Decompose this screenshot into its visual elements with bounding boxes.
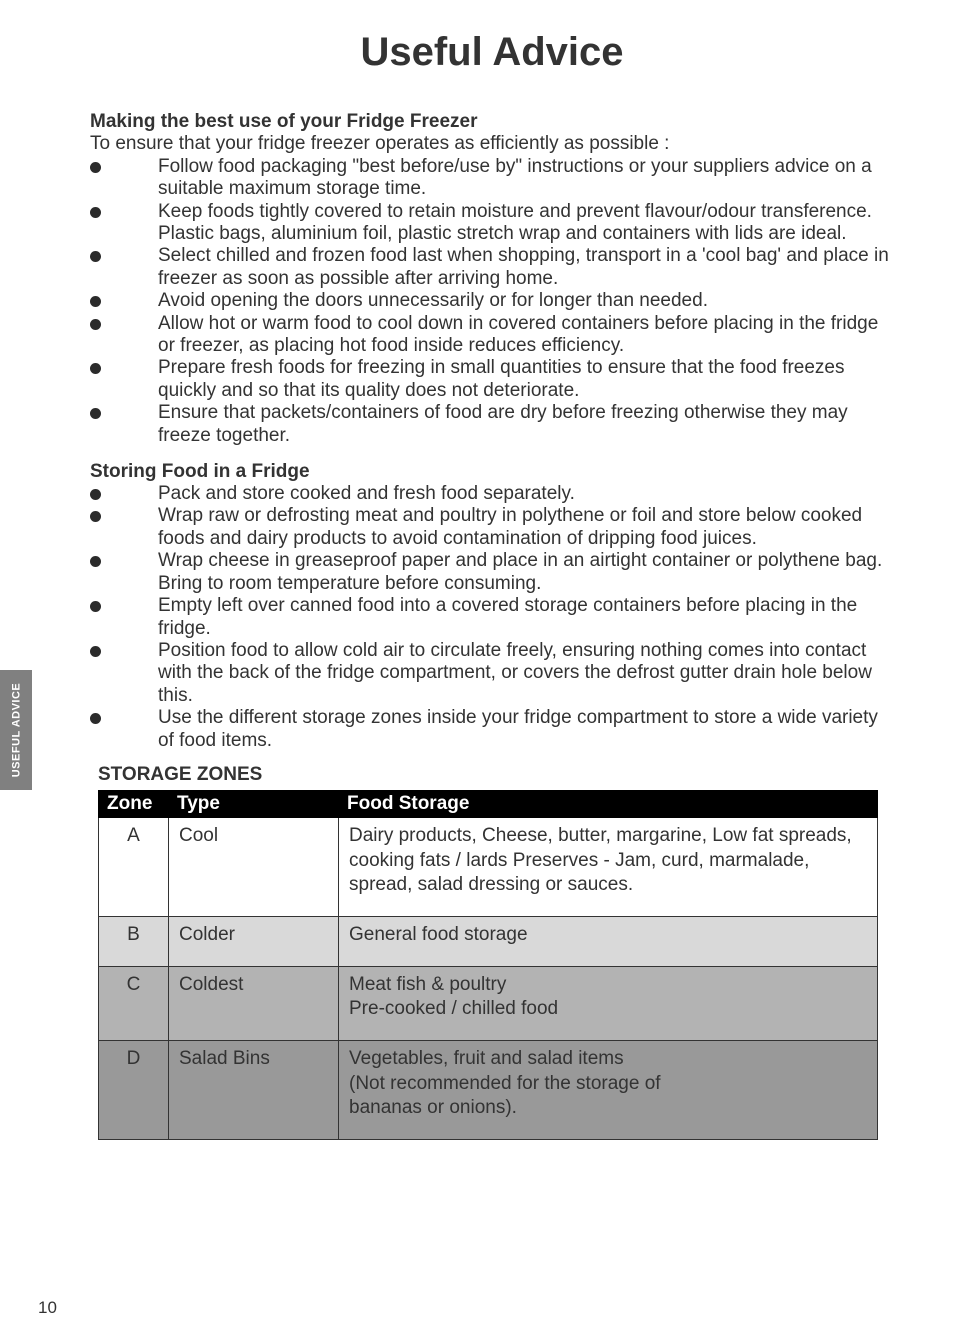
storage-zones-table: Zone Type Food Storage ACoolDairy produc… <box>98 790 878 1140</box>
col-storage: Food Storage <box>339 790 878 817</box>
cell-storage: General food storage <box>339 917 878 967</box>
list-item: Allow hot or warm food to cool down in c… <box>90 313 894 358</box>
list-item: Empty left over canned food into a cover… <box>90 595 894 640</box>
table-row: ACoolDairy products, Cheese, butter, mar… <box>99 817 878 916</box>
list-item: Position food to allow cold air to circu… <box>90 640 894 707</box>
cell-type: Colder <box>169 917 339 967</box>
table-row: DSalad BinsVegetables, fruit and salad i… <box>99 1041 878 1140</box>
cell-zone: D <box>99 1041 169 1140</box>
table-header-row: Zone Type Food Storage <box>99 790 878 817</box>
list-item: Keep foods tightly covered to retain moi… <box>90 201 894 246</box>
page-number: 10 <box>38 1298 57 1318</box>
section2-bullets: Pack and store cooked and fresh food sep… <box>90 483 894 752</box>
side-tab-label: USEFUL ADVICE <box>10 683 22 778</box>
section2-heading: Storing Food in a Fridge <box>90 461 894 483</box>
cell-type: Coldest <box>169 966 339 1040</box>
list-item-sub: Bring to room temperature before consumi… <box>158 573 894 595</box>
cell-storage: Meat fish & poultryPre-cooked / chilled … <box>339 966 878 1040</box>
section1-heading: Making the best use of your Fridge Freez… <box>90 111 894 133</box>
list-item: Follow food packaging "best before/use b… <box>90 156 894 201</box>
list-item: Use the different storage zones inside y… <box>90 707 894 752</box>
list-item: Ensure that packets/containers of food a… <box>90 402 894 447</box>
cell-zone: B <box>99 917 169 967</box>
table-row: BColderGeneral food storage <box>99 917 878 967</box>
list-item: Pack and store cooked and fresh food sep… <box>90 483 894 505</box>
cell-zone: C <box>99 966 169 1040</box>
list-item: Prepare fresh foods for freezing in smal… <box>90 357 894 402</box>
cell-storage: Vegetables, fruit and salad items (Not r… <box>339 1041 878 1140</box>
page: USEFUL ADVICE Useful Advice Making the b… <box>0 0 954 1336</box>
side-tab: USEFUL ADVICE <box>0 670 32 790</box>
cell-type: Cool <box>169 817 339 916</box>
cell-type: Salad Bins <box>169 1041 339 1140</box>
page-title: Useful Advice <box>90 30 894 75</box>
zones-heading: STORAGE ZONES <box>98 764 894 786</box>
list-item: Avoid opening the doors unnecessarily or… <box>90 290 894 312</box>
list-item: Wrap raw or defrosting meat and poultry … <box>90 505 894 550</box>
cell-storage: Dairy products, Cheese, butter, margarin… <box>339 817 878 916</box>
cell-zone: A <box>99 817 169 916</box>
list-item: Wrap cheese in greaseproof paper and pla… <box>90 550 894 595</box>
col-type: Type <box>169 790 339 817</box>
section1-intro: To ensure that your fridge freezer opera… <box>90 133 894 156</box>
list-item: Select chilled and frozen food last when… <box>90 245 894 290</box>
section1-bullets: Follow food packaging "best before/use b… <box>90 156 894 447</box>
col-zone: Zone <box>99 790 169 817</box>
table-row: CColdestMeat fish & poultryPre-cooked / … <box>99 966 878 1040</box>
